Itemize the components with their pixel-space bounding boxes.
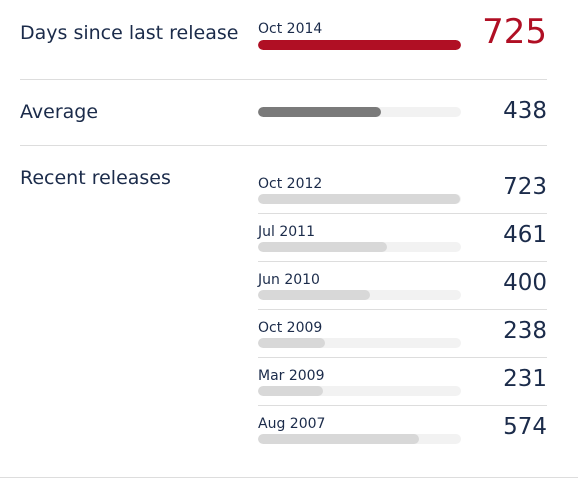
average-bar-track [258, 107, 461, 117]
release-bar-fill [258, 386, 323, 396]
release-bar-track [258, 290, 461, 300]
release-bar-fill [258, 194, 460, 204]
release-date: Aug 2007 [258, 416, 326, 432]
average-bar-fill [258, 107, 381, 117]
average-value: 438 [503, 98, 547, 124]
row-divider [258, 357, 547, 358]
recent-releases-label: Recent releases [20, 167, 171, 189]
release-bar-track [258, 194, 461, 204]
release-date: Jun 2010 [258, 272, 320, 288]
bottom-divider [0, 477, 578, 478]
release-days-value: 574 [503, 414, 547, 440]
release-date: Oct 2009 [258, 320, 323, 336]
average-label: Average [20, 101, 99, 123]
release-date: Mar 2009 [258, 368, 325, 384]
divider [20, 145, 547, 146]
row-divider [258, 261, 547, 262]
release-days-value: 461 [503, 222, 547, 248]
row-divider [258, 405, 547, 406]
release-date: Jul 2011 [258, 224, 315, 240]
release-date: Oct 2012 [258, 176, 323, 192]
current-bar-fill [258, 40, 461, 50]
release-days-value: 238 [503, 318, 547, 344]
release-bar-track [258, 338, 461, 348]
release-days-value: 723 [503, 174, 547, 200]
current-bar-track [258, 40, 461, 50]
days-since-last-release-value: 725 [482, 12, 547, 52]
release-bar-track [258, 434, 461, 444]
release-days-value: 231 [503, 366, 547, 392]
release-bar-fill [258, 290, 370, 300]
release-bar-fill [258, 242, 387, 252]
release-bar-track [258, 386, 461, 396]
current-release-date: Oct 2014 [258, 21, 323, 37]
release-bar-fill [258, 338, 325, 348]
row-divider [258, 309, 547, 310]
row-divider [258, 213, 547, 214]
days-since-last-release-label: Days since last release [20, 22, 239, 44]
divider [20, 79, 547, 80]
release-bar-fill [258, 434, 419, 444]
release-days-value: 400 [503, 270, 547, 296]
release-bar-track [258, 242, 461, 252]
